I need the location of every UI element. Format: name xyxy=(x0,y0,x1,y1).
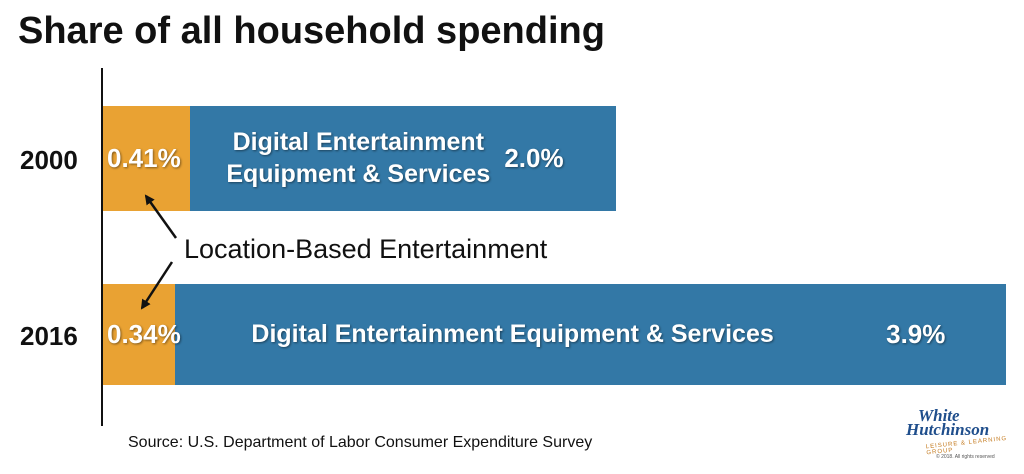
chart-title: Share of all household spending xyxy=(18,10,605,52)
arrow-to-2016 xyxy=(140,261,174,310)
logo-text-white: White xyxy=(918,406,960,425)
y-axis-line xyxy=(101,68,103,426)
category-label-2016: 2016 xyxy=(20,321,78,351)
value-label-location-based-2016: 0.34% xyxy=(107,318,181,349)
segment-label-line-1: Digital Entertainment xyxy=(232,128,485,156)
bar-digital-2000 xyxy=(190,106,617,211)
value-label-location-based-2000: 0.41% xyxy=(107,142,181,173)
segment-label-line-2: Equipment & Services xyxy=(226,160,491,188)
value-label-digital-2016: 3.9% xyxy=(886,318,946,349)
category-label-2000: 2000 xyxy=(20,145,78,175)
bar-location-based-2000 xyxy=(103,106,191,211)
source-note: Source: U.S. Department of Labor Consume… xyxy=(128,434,593,451)
segment-label-digital-2000: Digital Entertainment Equipment & Service… xyxy=(226,126,490,190)
bar-digital-2016 xyxy=(175,284,1007,385)
logo-copyright: © 2018. All rights reserved xyxy=(936,454,995,460)
annotation-location-based: Location-Based Entertainment xyxy=(184,234,548,264)
segment-label-digital-2016: Digital Entertainment Equipment & Servic… xyxy=(251,319,774,348)
bar-location-based-2016 xyxy=(103,284,176,385)
white-hutchinson-logo: White Hutchinson LEISURE & LEARNING GROU… xyxy=(906,406,1010,466)
value-label-digital-2000: 2.0% xyxy=(504,142,564,173)
logo-text-hutchinson: Hutchinson xyxy=(906,420,990,439)
arrow-to-2000 xyxy=(144,194,178,239)
